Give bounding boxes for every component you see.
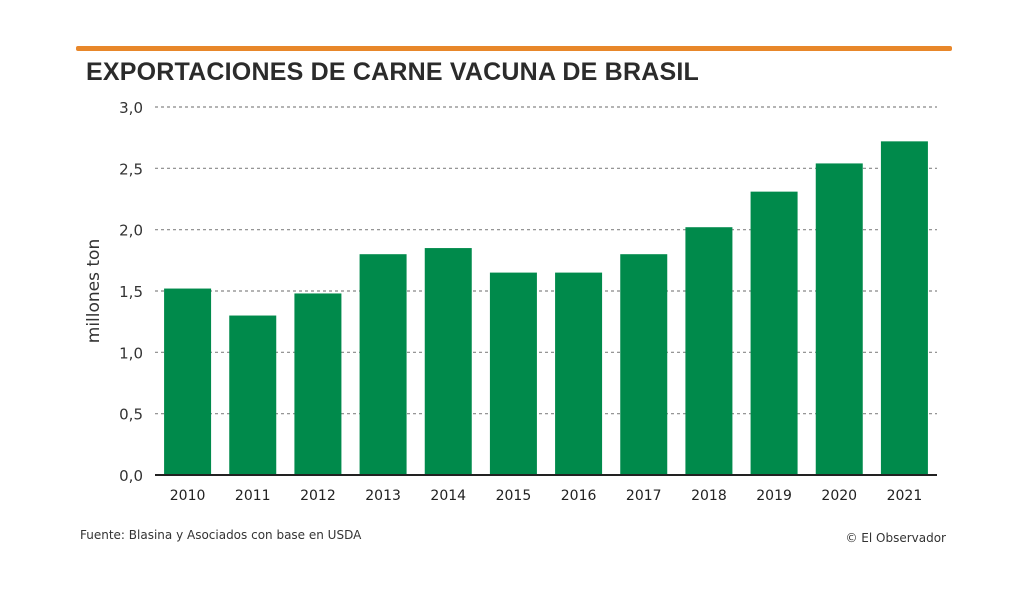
bar-2012: [294, 293, 342, 475]
y-tick-label: 1,5: [119, 283, 143, 301]
y-axis-label: millones ton: [84, 239, 104, 343]
x-tick-label: 2017: [626, 488, 662, 504]
bar-2020: [815, 163, 863, 475]
bar-2010: [164, 288, 212, 475]
x-tick-label: 2011: [235, 488, 271, 504]
bar-2019: [750, 191, 798, 475]
y-tick-label: 3,0: [119, 99, 143, 117]
bar-2018: [685, 227, 733, 475]
y-tick-label: 0,0: [119, 467, 143, 485]
x-tick-label: 2010: [170, 488, 206, 504]
x-tick-label: 2012: [300, 488, 336, 504]
bar-2015: [489, 272, 537, 475]
x-tick-label: 2019: [756, 488, 792, 504]
bar-2017: [620, 254, 668, 475]
y-tick-label: 0,5: [119, 406, 143, 424]
credit: © El Observador: [845, 531, 946, 545]
y-tick-label: 1,0: [119, 344, 143, 362]
bar-2021: [880, 141, 928, 475]
x-tick-label: 2018: [691, 488, 727, 504]
x-tick-label: 2016: [561, 488, 597, 504]
y-tick-label: 2,5: [119, 160, 143, 178]
x-tick-label: 2015: [496, 488, 532, 504]
bar-2013: [359, 254, 407, 475]
x-tick-label: 2021: [887, 488, 923, 504]
chart-title: EXPORTACIONES DE CARNE VACUNA DE BRASIL: [86, 58, 699, 86]
bar-2011: [229, 315, 277, 475]
x-tick-label: 2013: [365, 488, 401, 504]
accent-bar: [76, 46, 952, 51]
x-tick-label: 2014: [430, 488, 466, 504]
bar-2014: [424, 248, 472, 475]
y-tick-label: 2,0: [119, 222, 143, 240]
x-tick-label: 2020: [821, 488, 857, 504]
bar-2016: [555, 272, 603, 475]
source-note: Fuente: Blasina y Asociados con base en …: [80, 528, 362, 542]
